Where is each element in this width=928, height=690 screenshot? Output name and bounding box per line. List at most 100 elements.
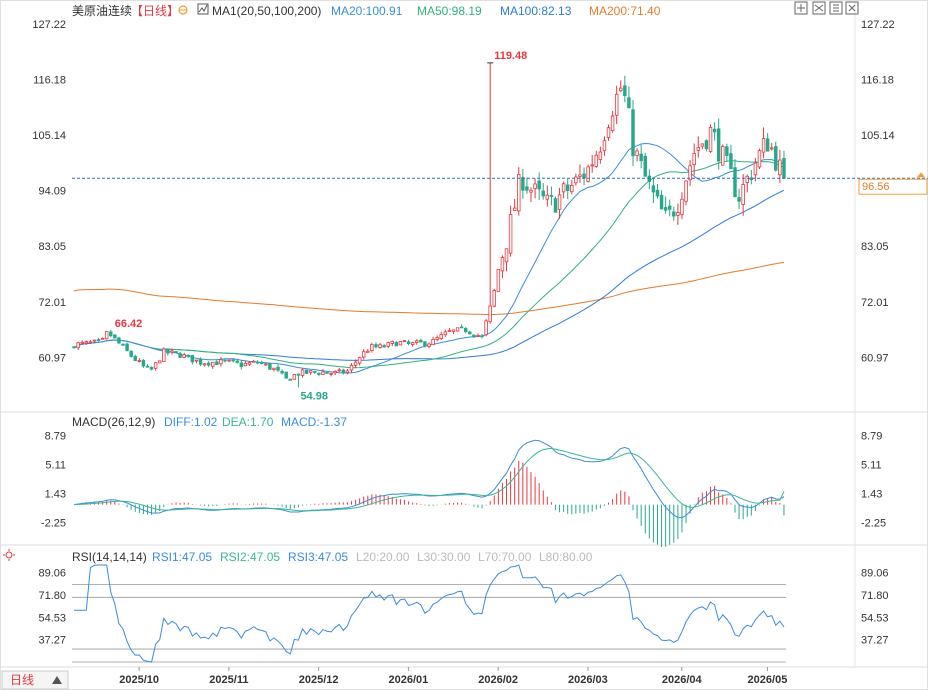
candle <box>255 360 260 365</box>
candle <box>761 127 766 159</box>
candle <box>500 255 505 279</box>
candle <box>565 178 570 200</box>
rsi-axis-right: 89.06 71.80 54.53 37.27 <box>861 568 889 647</box>
rsi-tick-label: 89.06 <box>861 568 889 580</box>
candle-body <box>769 147 774 150</box>
rsi-tick-label: 54.53 <box>861 612 889 624</box>
candle-body <box>733 167 737 197</box>
candle-body <box>268 362 272 370</box>
candle-body <box>639 153 643 162</box>
macd-label: MACD(26,12,9) <box>72 415 155 429</box>
sun-icon[interactable] <box>3 549 15 561</box>
candle <box>300 367 305 378</box>
time-tick-label: 2025/11 <box>209 674 248 686</box>
candle <box>239 360 244 370</box>
rsi-line <box>74 564 785 663</box>
candle <box>345 369 350 375</box>
candle <box>268 362 272 370</box>
candle-body <box>472 334 476 337</box>
candle-body <box>153 362 158 369</box>
candle <box>590 155 594 173</box>
candle-body <box>774 146 778 171</box>
candle-body <box>149 366 154 370</box>
candle <box>778 149 782 183</box>
settings-icon[interactable] <box>178 5 188 15</box>
candle-body <box>300 369 305 376</box>
candle-body <box>659 194 664 210</box>
candle-body <box>361 351 366 358</box>
candle <box>96 337 101 342</box>
candle <box>166 348 170 356</box>
candle-body <box>251 360 256 363</box>
close-icon[interactable] <box>845 1 859 15</box>
candle-body <box>211 361 215 367</box>
candle <box>76 341 80 350</box>
rsi-tick-label: 89.06 <box>38 568 66 580</box>
candle-body <box>565 184 570 191</box>
macd-tick-label: -2.25 <box>861 517 886 529</box>
candle-body <box>553 198 558 213</box>
candle <box>476 333 480 337</box>
candle-body <box>317 372 321 375</box>
candle <box>729 144 733 170</box>
candle-body <box>137 360 142 362</box>
candle-body <box>655 189 660 197</box>
rsi-level-30: L30:30.00 <box>417 550 471 564</box>
candle-body <box>606 127 611 138</box>
expand-icon[interactable] <box>794 1 808 15</box>
candle-body <box>745 175 749 183</box>
candle-body <box>439 334 443 340</box>
macd-tick-label: -2.25 <box>41 517 66 529</box>
candle <box>410 341 415 347</box>
period-switch-button[interactable]: 日线 <box>1 670 69 690</box>
candle <box>561 181 566 199</box>
candle-body <box>84 341 89 344</box>
candle <box>488 62 492 324</box>
last-price-value: 96.56 <box>862 181 890 193</box>
rsi3-value: RSI3:47.05 <box>288 550 348 564</box>
candle-body <box>423 341 427 347</box>
candle <box>247 361 252 366</box>
candle <box>170 348 174 355</box>
period-label[interactable]: 【日线】 <box>131 4 179 18</box>
candle <box>219 356 223 367</box>
candle-body <box>684 180 688 202</box>
ma50-value: MA50:98.19 <box>417 4 482 18</box>
indicator-icon[interactable] <box>197 3 209 15</box>
candle <box>337 368 341 373</box>
candle <box>133 354 137 362</box>
candle <box>672 206 676 221</box>
candle-body <box>215 361 219 366</box>
candle <box>341 368 346 375</box>
candle <box>684 180 688 206</box>
price-tick-label: 127.22 <box>32 19 66 31</box>
rsi-tick-label: 71.80 <box>38 590 66 602</box>
candle-body <box>129 350 133 357</box>
ma200-value: MA200:71.40 <box>589 4 661 18</box>
candle <box>149 366 154 371</box>
macd-dea: DEA:1.70 <box>222 415 274 429</box>
candle-body <box>202 363 207 366</box>
candle-body <box>574 176 578 184</box>
candle <box>117 336 121 344</box>
candle-body <box>753 162 758 176</box>
candle <box>272 367 276 372</box>
candle-body <box>292 374 297 380</box>
price-tick-label: 72.01 <box>38 297 66 309</box>
ma100-value: MA100:82.13 <box>500 4 572 18</box>
candle-body <box>398 340 403 346</box>
candle-body <box>545 194 550 200</box>
candle-body <box>765 138 770 152</box>
candle <box>484 318 488 337</box>
candle <box>178 351 182 359</box>
candle-body <box>170 350 174 353</box>
fullscreen-icon[interactable] <box>812 1 826 15</box>
chart-header: 美原油连续 【日线】 MA1(20,50,100,200) MA20:100.9… <box>72 3 661 18</box>
candle <box>594 150 599 168</box>
rsi-axis-left: 89.06 71.80 54.53 37.27 <box>38 568 66 647</box>
candle-body <box>672 211 676 217</box>
rsi-level-80: L80:80.00 <box>539 550 593 564</box>
layout-icon[interactable] <box>829 1 843 15</box>
candle <box>211 361 215 369</box>
candle <box>92 339 97 343</box>
